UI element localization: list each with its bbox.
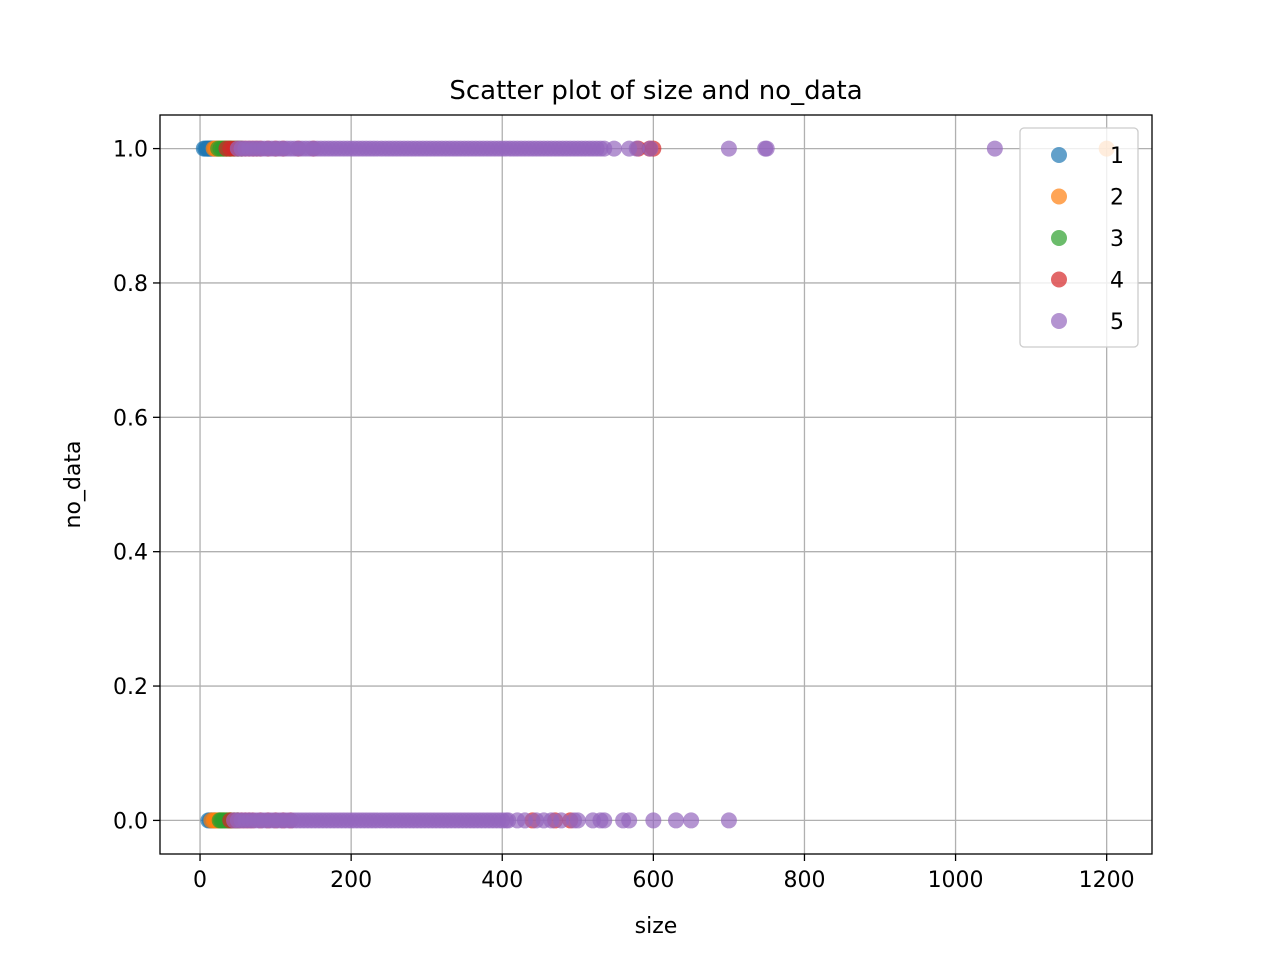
legend-box [1019,127,1139,348]
legend-marker [1051,147,1067,163]
y-axis-label: no_data [61,441,86,529]
legend-marker [1051,313,1067,329]
x-tick-label: 400 [481,868,523,893]
legend-label: 3 [1110,227,1124,252]
data-point [645,812,662,829]
legend-marker [1051,230,1067,246]
legend-marker [1051,188,1067,205]
data-point [758,140,775,157]
legend: 1 2 3 4 5 [1019,127,1139,348]
x-tick-label: 0 [193,868,207,893]
data-point [553,812,570,829]
legend-marker [1051,271,1067,288]
legend-label: 1 [1110,144,1124,169]
data-point [986,140,1003,157]
x-axis-label: size [635,914,678,939]
chart-title: Scatter plot of size and no_data [449,76,862,106]
data-point [628,140,645,157]
y-tick-label: 0.8 [113,272,148,297]
y-tick-label: 0.2 [113,675,148,700]
y-tick-label: 0.4 [113,541,148,566]
y-tick-label: 0.6 [113,406,148,431]
series-5 [226,140,1003,829]
data-point [569,812,586,829]
legend-label: 2 [1110,186,1124,211]
x-tick-label: 800 [783,868,825,893]
data-point [516,812,533,829]
data-point [668,812,685,829]
data-points [195,140,1115,829]
legend-label: 4 [1110,269,1124,294]
axis-ticks: 0 200 400 600 800 1000 1200 0.0 0.2 0.4 0.6 0.8 1.0 [113,138,1135,893]
data-point [720,812,737,829]
data-point [720,140,737,157]
x-tick-label: 1000 [928,868,984,893]
y-tick-label: 0.0 [113,809,148,834]
x-tick-label: 600 [632,868,674,893]
data-point [596,812,613,829]
data-point [621,812,638,829]
x-tick-label: 200 [330,868,372,893]
x-tick-label: 1200 [1079,868,1135,893]
plot-area-frame [159,114,1153,855]
data-point [683,812,700,829]
y-tick-label: 1.0 [113,138,148,163]
data-point [642,140,659,157]
legend-label: 5 [1110,310,1124,335]
data-point [606,140,623,157]
